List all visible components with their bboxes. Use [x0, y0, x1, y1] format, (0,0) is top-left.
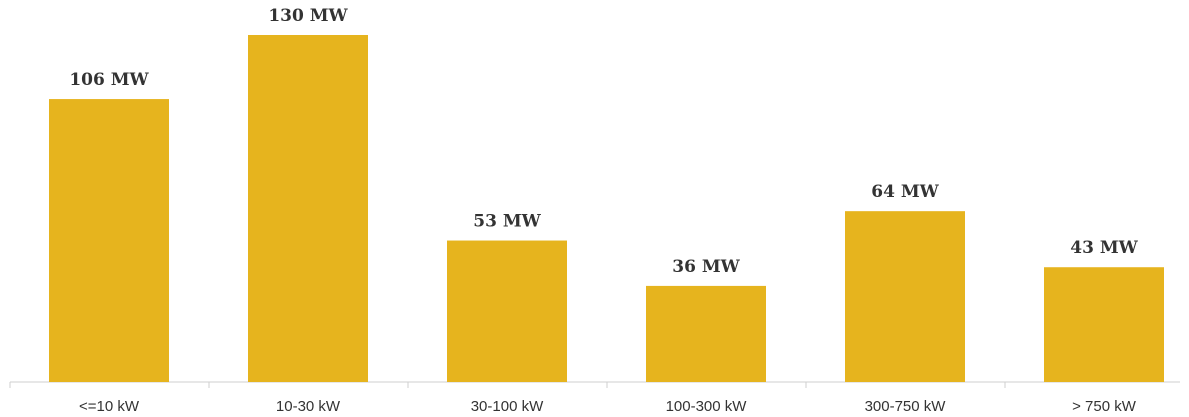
value-label-30-100-kw: 53 MW	[473, 212, 541, 232]
category-label-750-kw: > 750 kW	[1072, 398, 1137, 415]
bar-10-kw	[49, 99, 169, 383]
bar-300-750-kw	[845, 211, 965, 382]
bar-10-30-kw	[248, 35, 368, 382]
category-label-10-kw: <=10 kW	[79, 398, 140, 415]
value-label-100-300-kw: 36 MW	[672, 257, 740, 277]
value-label-750-kw: 43 MW	[1070, 238, 1138, 258]
x-axis-ticks	[9, 382, 1006, 388]
category-label-300-750-kw: 300-750 kW	[865, 398, 947, 415]
category-label-30-100-kw: 30-100 kW	[471, 398, 544, 415]
value-labels-group: 106 MW 130 MW 53 MW 36 MW 64 MW 43 MW	[69, 6, 1138, 277]
category-label-10-30-kw: 10-30 kW	[276, 398, 341, 415]
bars-group	[49, 35, 1164, 383]
bar-100-300-kw	[646, 285, 766, 382]
value-label-10-kw: 106 MW	[69, 70, 149, 90]
category-label-100-300-kw: 100-300 kW	[666, 398, 748, 415]
bar-30-100-kw	[447, 240, 567, 382]
value-label-10-30-kw: 130 MW	[268, 6, 348, 26]
value-label-300-750-kw: 64 MW	[871, 182, 939, 202]
bar-750-kw	[1044, 267, 1164, 382]
category-labels-group: <=10 kW 10-30 kW 30-100 kW 100-300 kW 300-75…	[79, 398, 1137, 415]
